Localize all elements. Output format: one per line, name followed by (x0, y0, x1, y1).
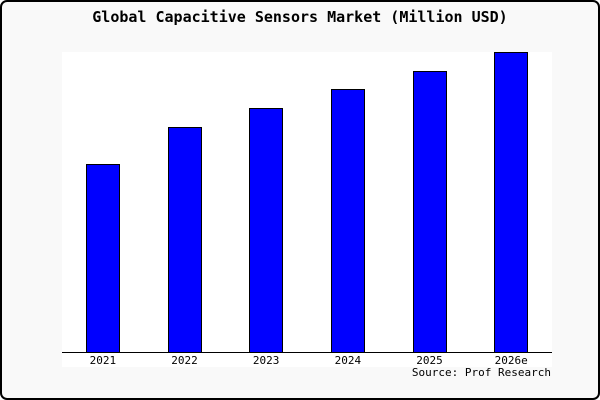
bar-2021 (85, 163, 120, 352)
source-label: Source: Prof Research (411, 366, 551, 379)
chart-title: Global Capacitive Sensors Market (Millio… (92, 8, 508, 26)
x-tick-label-2026e: 2026e (494, 354, 528, 367)
bar-2025 (412, 70, 447, 352)
bar-2026e (494, 52, 529, 352)
bar-2024 (330, 88, 365, 352)
x-tick-label-2025: 2025 (416, 354, 443, 367)
x-axis-labels: 2021 2022 2023 2024 2025 2026e (62, 353, 552, 367)
plot-area (62, 52, 552, 353)
bar-2022 (167, 127, 202, 352)
x-tick-label-2023: 2023 (252, 354, 280, 367)
x-tick-label-2024: 2024 (334, 354, 362, 367)
bar-2023 (249, 108, 284, 352)
x-tick-label-2022: 2022 (171, 354, 198, 367)
x-tick-label-2021: 2021 (89, 354, 117, 367)
